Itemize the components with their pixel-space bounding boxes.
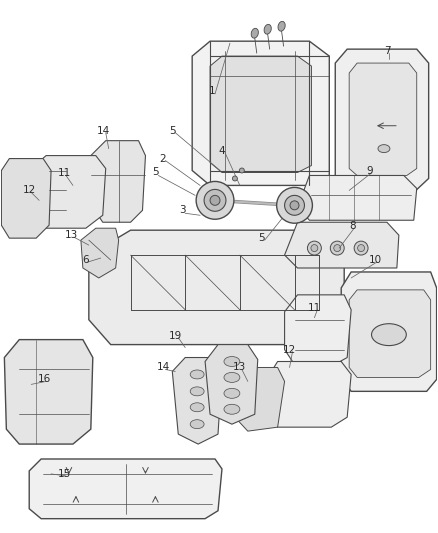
- Text: 13: 13: [64, 230, 78, 240]
- Ellipse shape: [311, 245, 318, 252]
- Ellipse shape: [233, 176, 237, 181]
- Ellipse shape: [354, 241, 368, 255]
- Ellipse shape: [190, 370, 204, 379]
- Polygon shape: [349, 63, 417, 175]
- Text: 5: 5: [152, 167, 159, 177]
- Ellipse shape: [277, 188, 312, 223]
- Ellipse shape: [264, 25, 271, 34]
- Text: 2: 2: [159, 154, 166, 164]
- Text: 5: 5: [169, 126, 176, 136]
- Ellipse shape: [357, 245, 364, 252]
- Polygon shape: [285, 295, 351, 367]
- Polygon shape: [192, 41, 329, 185]
- Text: 14: 14: [97, 126, 110, 136]
- Ellipse shape: [224, 373, 240, 382]
- Text: 12: 12: [23, 185, 36, 196]
- Ellipse shape: [224, 357, 240, 367]
- Ellipse shape: [278, 21, 285, 31]
- Ellipse shape: [330, 241, 344, 255]
- Text: 15: 15: [57, 469, 71, 479]
- Polygon shape: [4, 340, 93, 444]
- Ellipse shape: [190, 403, 204, 411]
- Polygon shape: [349, 290, 431, 377]
- Ellipse shape: [334, 245, 341, 252]
- Polygon shape: [341, 272, 437, 391]
- Polygon shape: [232, 367, 285, 431]
- Ellipse shape: [378, 144, 390, 152]
- Polygon shape: [31, 156, 106, 228]
- Polygon shape: [29, 459, 222, 519]
- Text: 11: 11: [308, 303, 321, 313]
- Ellipse shape: [204, 189, 226, 211]
- Polygon shape: [268, 361, 351, 427]
- Polygon shape: [81, 228, 119, 278]
- Polygon shape: [1, 158, 51, 238]
- Text: 4: 4: [219, 146, 225, 156]
- Text: 1: 1: [209, 86, 215, 96]
- Text: 6: 6: [82, 255, 89, 265]
- Text: 14: 14: [157, 362, 170, 373]
- Ellipse shape: [371, 324, 406, 345]
- Polygon shape: [172, 358, 222, 444]
- Text: 9: 9: [367, 166, 373, 175]
- Polygon shape: [335, 49, 429, 192]
- Ellipse shape: [251, 28, 258, 38]
- Ellipse shape: [290, 201, 299, 210]
- Text: 5: 5: [258, 233, 265, 243]
- Ellipse shape: [190, 419, 204, 429]
- Text: 3: 3: [179, 205, 186, 215]
- Polygon shape: [210, 56, 311, 173]
- Ellipse shape: [285, 196, 304, 215]
- Polygon shape: [91, 141, 145, 222]
- Polygon shape: [205, 345, 258, 424]
- Ellipse shape: [210, 196, 220, 205]
- Text: 16: 16: [38, 374, 51, 384]
- Text: 7: 7: [384, 46, 390, 56]
- Polygon shape: [297, 175, 417, 220]
- Ellipse shape: [307, 241, 321, 255]
- Text: 12: 12: [283, 344, 296, 354]
- Ellipse shape: [190, 387, 204, 396]
- Text: 19: 19: [169, 330, 182, 341]
- Text: 10: 10: [368, 255, 381, 265]
- Polygon shape: [285, 222, 399, 268]
- Ellipse shape: [196, 181, 234, 219]
- Polygon shape: [89, 230, 344, 345]
- Text: 11: 11: [57, 168, 71, 179]
- Ellipse shape: [224, 404, 240, 414]
- Text: 13: 13: [233, 362, 247, 373]
- Ellipse shape: [240, 168, 244, 173]
- Ellipse shape: [224, 389, 240, 398]
- Text: 8: 8: [349, 221, 356, 231]
